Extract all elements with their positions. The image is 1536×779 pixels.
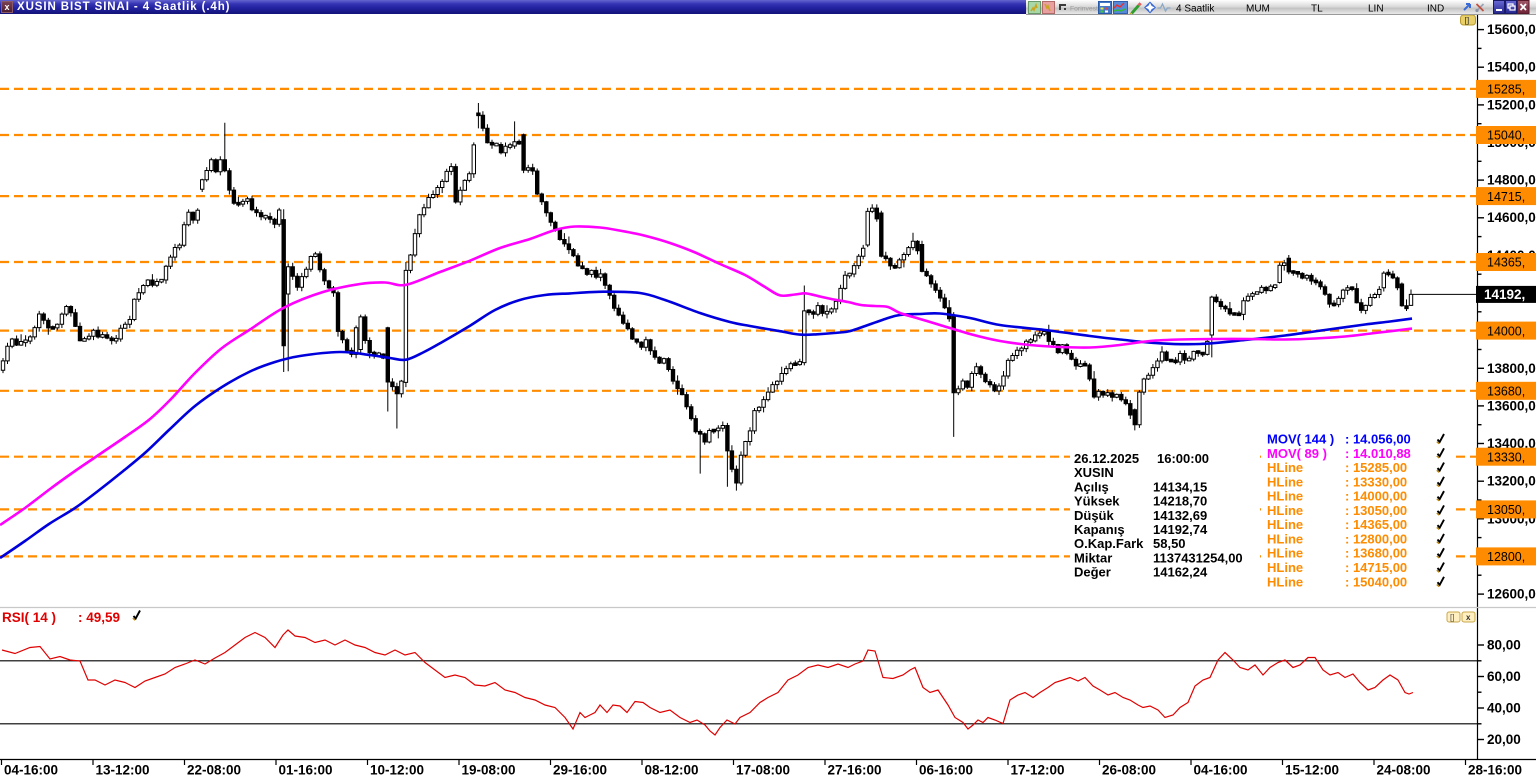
svg-text:14134,15: 14134,15 bbox=[1153, 479, 1207, 494]
svg-text:: 15285,00: : 15285,00 bbox=[1345, 460, 1407, 475]
svg-text:12600,0: 12600,0 bbox=[1487, 587, 1536, 602]
svg-text:13050,: 13050, bbox=[1487, 503, 1525, 517]
svg-text:14800,0: 14800,0 bbox=[1487, 173, 1536, 188]
svg-text:10-12:00: 10-12:00 bbox=[370, 763, 424, 778]
svg-text:15040,: 15040, bbox=[1487, 129, 1525, 143]
svg-text:22-08:00: 22-08:00 bbox=[187, 763, 241, 778]
svg-text:: 14000,00: : 14000,00 bbox=[1345, 489, 1407, 504]
svg-text:: 14.010,88: : 14.010,88 bbox=[1345, 446, 1411, 461]
svg-text:13200,0: 13200,0 bbox=[1487, 474, 1536, 489]
svg-text:13800,0: 13800,0 bbox=[1487, 361, 1536, 376]
svg-text:: 15040,00: : 15040,00 bbox=[1345, 574, 1407, 589]
svg-text:15285,: 15285, bbox=[1487, 83, 1525, 97]
svg-text:Değer: Değer bbox=[1074, 565, 1111, 580]
svg-text:06-16:00: 06-16:00 bbox=[919, 763, 973, 778]
svg-text:17-12:00: 17-12:00 bbox=[1011, 763, 1065, 778]
svg-text:08-12:00: 08-12:00 bbox=[645, 763, 699, 778]
svg-text:: 14715,00: : 14715,00 bbox=[1345, 560, 1407, 575]
svg-text:17-08:00: 17-08:00 bbox=[736, 763, 790, 778]
svg-text:14600,0: 14600,0 bbox=[1487, 210, 1536, 225]
svg-text:MOV( 89 ): MOV( 89 ) bbox=[1267, 446, 1327, 461]
svg-text:12800,: 12800, bbox=[1487, 550, 1525, 564]
svg-text:1137431254,00: 1137431254,00 bbox=[1153, 550, 1243, 565]
svg-text:HLine: HLine bbox=[1267, 560, 1303, 575]
svg-text:MOV( 144 ): MOV( 144 ) bbox=[1267, 432, 1334, 447]
svg-text:: 13050,00: : 13050,00 bbox=[1345, 503, 1407, 518]
svg-text:: 13680,00: : 13680,00 bbox=[1345, 546, 1407, 561]
svg-text:14365,: 14365, bbox=[1487, 256, 1525, 270]
svg-text:14218,70: 14218,70 bbox=[1153, 494, 1207, 509]
svg-text:26.12.2025: 26.12.2025 bbox=[1074, 451, 1139, 466]
svg-text:IND: IND bbox=[1427, 4, 1444, 15]
svg-text:29-16:00: 29-16:00 bbox=[553, 763, 607, 778]
svg-text:HLine: HLine bbox=[1267, 489, 1303, 504]
svg-text:80,00: 80,00 bbox=[1487, 638, 1521, 653]
svg-text:RSI( 14 ): RSI( 14 ) bbox=[2, 610, 56, 625]
svg-text:MUM: MUM bbox=[1246, 4, 1270, 15]
svg-text:04-16:00: 04-16:00 bbox=[1194, 763, 1248, 778]
svg-text:15600,0: 15600,0 bbox=[1487, 22, 1536, 37]
svg-text:40,00: 40,00 bbox=[1487, 701, 1521, 716]
svg-text:4 Saatlik: 4 Saatlik bbox=[1176, 4, 1215, 15]
svg-text:Düşük: Düşük bbox=[1074, 508, 1115, 523]
svg-text:15400,0: 15400,0 bbox=[1487, 60, 1536, 75]
svg-text:13680,: 13680, bbox=[1487, 385, 1525, 399]
svg-text:TL: TL bbox=[1311, 4, 1323, 15]
svg-text:[]: [] bbox=[1450, 613, 1454, 622]
svg-text:13-12:00: 13-12:00 bbox=[96, 763, 150, 778]
svg-text:24-08:00: 24-08:00 bbox=[1377, 763, 1431, 778]
svg-text:14000,: 14000, bbox=[1487, 324, 1525, 338]
svg-text:[]: [] bbox=[1465, 15, 1470, 25]
svg-text:: 49,59: : 49,59 bbox=[78, 610, 120, 625]
svg-text:58,50: 58,50 bbox=[1153, 536, 1186, 551]
svg-text:16:00:00: 16:00:00 bbox=[1157, 451, 1209, 466]
svg-text:HLine: HLine bbox=[1267, 474, 1303, 489]
svg-text:: 13330,00: : 13330,00 bbox=[1345, 474, 1407, 489]
svg-text:x: x bbox=[1466, 613, 1471, 622]
svg-text:: 14.056,00: : 14.056,00 bbox=[1345, 432, 1411, 447]
svg-text:XUSIN: XUSIN bbox=[1074, 465, 1114, 480]
svg-text:LIN: LIN bbox=[1368, 4, 1384, 15]
svg-text:14132,69: 14132,69 bbox=[1153, 508, 1207, 523]
svg-text:HLine: HLine bbox=[1267, 460, 1303, 475]
svg-text:HLine: HLine bbox=[1267, 546, 1303, 561]
svg-text:13400,0: 13400,0 bbox=[1487, 436, 1536, 451]
svg-text:Forinvest: Forinvest bbox=[1070, 6, 1098, 13]
svg-text:04-16:00: 04-16:00 bbox=[4, 763, 58, 778]
svg-text:15200,0: 15200,0 bbox=[1487, 97, 1536, 112]
svg-text:HLine: HLine bbox=[1267, 532, 1303, 547]
svg-text:14192,: 14192, bbox=[1484, 287, 1525, 302]
svg-text:Yüksek: Yüksek bbox=[1074, 494, 1120, 509]
svg-text:: 12800,00: : 12800,00 bbox=[1345, 532, 1407, 547]
svg-text:: 14365,00: : 14365,00 bbox=[1345, 517, 1407, 532]
svg-text:60,00: 60,00 bbox=[1487, 669, 1521, 684]
svg-text:HLine: HLine bbox=[1267, 574, 1303, 589]
svg-text:26-08:00: 26-08:00 bbox=[1102, 763, 1156, 778]
svg-text:13600,0: 13600,0 bbox=[1487, 398, 1536, 413]
svg-text:Miktar: Miktar bbox=[1074, 550, 1112, 565]
svg-text:HLine: HLine bbox=[1267, 503, 1303, 518]
svg-text:O.Kap.Fark: O.Kap.Fark bbox=[1074, 536, 1144, 551]
svg-text:28-16:00: 28-16:00 bbox=[1468, 763, 1522, 778]
svg-text:14192,74: 14192,74 bbox=[1153, 522, 1208, 537]
svg-text:20,00: 20,00 bbox=[1487, 732, 1521, 747]
svg-text:HLine: HLine bbox=[1267, 517, 1303, 532]
svg-text:14162,24: 14162,24 bbox=[1153, 565, 1208, 580]
svg-text:13330,: 13330, bbox=[1487, 450, 1525, 464]
svg-text:19-08:00: 19-08:00 bbox=[462, 763, 516, 778]
svg-text:15-12:00: 15-12:00 bbox=[1285, 763, 1339, 778]
svg-text:14715,: 14715, bbox=[1487, 190, 1525, 204]
svg-text:01-16:00: 01-16:00 bbox=[279, 763, 333, 778]
svg-text:Kapanış: Kapanış bbox=[1074, 522, 1125, 537]
svg-text:27-16:00: 27-16:00 bbox=[828, 763, 882, 778]
svg-text:Açılış: Açılış bbox=[1074, 479, 1109, 494]
